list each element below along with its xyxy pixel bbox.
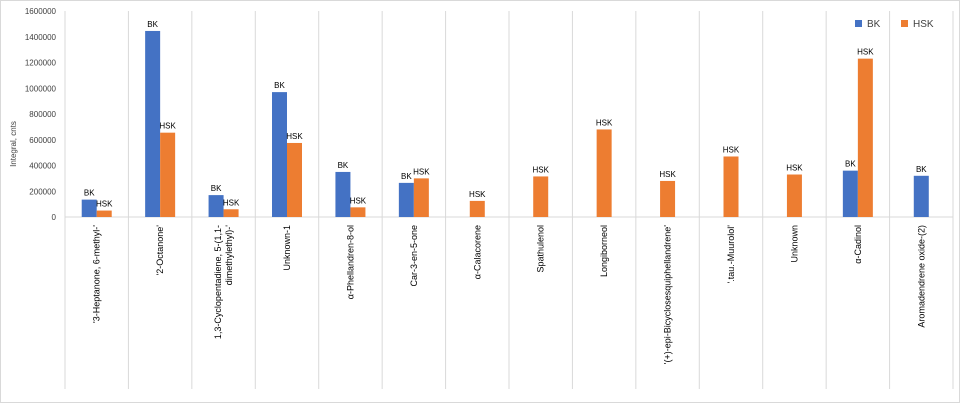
x-category-label: '.tau.-Muurolol' [726,225,736,284]
bar-bk [913,175,929,217]
y-tick-label: 400000 [29,162,56,171]
gridlines [64,11,954,389]
data-label-bk: BK [401,172,412,181]
legend-swatch-hsk [901,20,908,27]
bar-bk [81,199,97,217]
y-tick-label: 0 [52,213,57,222]
data-label-hsk: HSK [723,145,740,154]
bar-hsk [533,176,549,217]
data-label-bk: BK [916,165,927,174]
bar-hsk [160,132,176,217]
bar-bk [842,170,858,217]
x-category-label: Longiborneol [599,225,609,277]
x-category-label: α-Cadinol [853,225,863,264]
bar-hsk [413,178,429,217]
x-category-label: '3-Heptanone, 6-methyl-' [92,225,102,323]
bar-bk [208,195,224,217]
data-label-hsk: HSK [413,167,430,176]
data-label-hsk: HSK [786,164,803,173]
x-category-label: 1,3-Cyclopentadiene, 5-(1,1- [213,225,223,339]
legend-label-hsk: HSK [913,19,934,30]
x-category-label: α-Calacorene [472,225,482,279]
bar-bk [335,171,351,217]
data-label-bk: BK [147,20,158,29]
bar-hsk [596,129,612,217]
y-tick-label: 1400000 [25,33,57,42]
y-tick-label: 1200000 [25,59,57,68]
x-category-label: dimethylethyl)-' [224,225,234,286]
y-tick-label: 600000 [29,136,56,145]
y-axis-title: Integral, cnts [9,121,18,167]
data-labels: BKBKBKBKBKBKBKBKHSKHSKHSKHSKHSKHSKHSKHSK… [84,20,927,209]
bar-hsk [857,58,873,218]
legend-label-bk: BK [867,19,881,30]
category-labels: '3-Heptanone, 6-methyl-' '2-Octanone' 1,3-… [92,225,927,365]
bar-hsk [223,209,239,217]
bar-bk [145,30,161,217]
x-category-label: α-Phellandren-8-ol [345,225,355,299]
bar-hsk [786,174,802,217]
bar-hsk [660,180,676,217]
data-label-bk: BK [845,160,856,169]
bar-hsk [350,207,366,217]
data-label-hsk: HSK [96,200,113,209]
y-tick-label: 200000 [29,187,56,196]
data-label-bk: BK [274,81,285,90]
data-label-hsk: HSK [596,118,613,127]
bars [81,30,929,218]
y-tick-label: 1000000 [25,84,57,93]
bar-hsk [723,156,739,217]
x-category-label: Car-3-en-5-one [409,225,419,287]
bar-hsk [287,142,302,217]
data-label-hsk: HSK [223,198,240,207]
x-category-label: Unknown [789,225,799,263]
y-tick-label: 1600000 [25,7,57,16]
data-label-hsk: HSK [857,48,874,57]
data-label-hsk: HSK [659,170,676,179]
x-category-label: Unknown-1 [282,225,292,271]
data-label-bk: BK [84,189,95,198]
bar-bk [398,182,414,217]
x-category-label: '(+)-epi-Bicyclosesquiphellandrene' [663,225,673,365]
data-label-hsk: HSK [532,165,549,174]
data-label-bk: BK [211,184,222,193]
x-category-label: Aromadendrene oxide-(2) [916,225,926,328]
y-tick-label: 800000 [29,110,56,119]
data-label-hsk: HSK [350,196,367,205]
data-label-hsk: HSK [469,190,486,199]
bar-hsk [469,200,485,217]
legend: BK HSK [855,19,934,30]
legend-swatch-bk [855,20,862,27]
x-category-label: Spathulenol [536,225,546,273]
x-category-label: '2-Octanone' [155,225,165,276]
data-label-hsk: HSK [159,122,176,131]
bar-bk [272,92,287,217]
data-label-bk: BK [338,161,349,170]
data-label-hsk: HSK [286,132,303,141]
bar-hsk [96,210,112,217]
